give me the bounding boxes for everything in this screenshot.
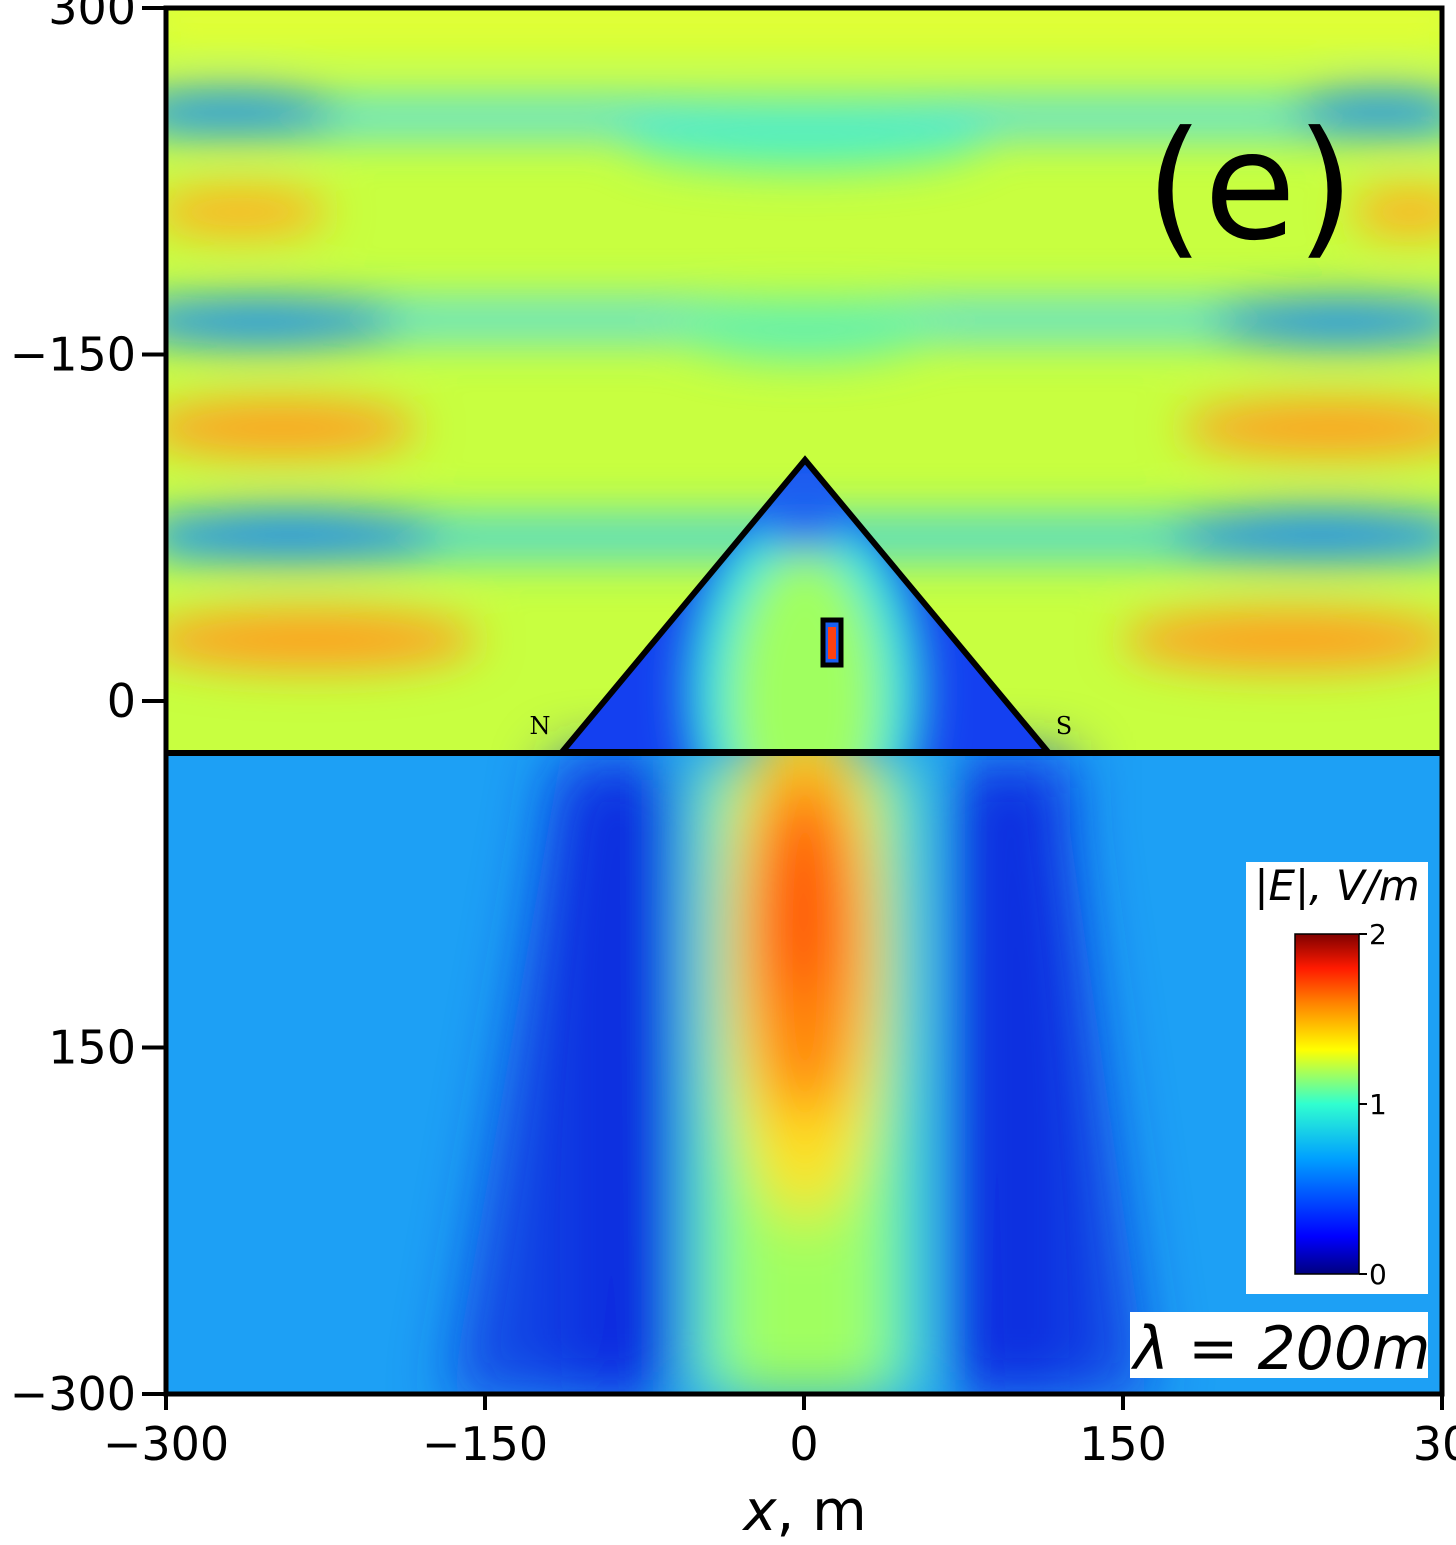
colorbar-tick-label: 2 xyxy=(1369,918,1387,951)
x-tick-label: 0 xyxy=(789,1417,818,1471)
pyramid-right-label: S xyxy=(1056,712,1072,740)
y-tick-label: 150 xyxy=(48,1021,136,1075)
right-orange-0 xyxy=(1350,188,1442,236)
pyramid-left-label: N xyxy=(530,712,551,740)
colorbar-tick-label: 1 xyxy=(1369,1088,1387,1121)
left-blue-1 xyxy=(166,298,400,346)
plot-overlay: N S (e) xyxy=(166,100,1442,756)
left-orange-1 xyxy=(166,400,420,456)
center-cyan-1 xyxy=(675,300,935,360)
x-tick-label: 150 xyxy=(1079,1417,1167,1471)
lambda-annotation: λ = 200m xyxy=(1130,1312,1430,1384)
y-tick-label: 0 xyxy=(107,674,136,728)
y-tick-label: −150 xyxy=(10,328,136,382)
left-orange-0 xyxy=(166,188,330,236)
left-orange-2 xyxy=(166,610,480,670)
right-blue-0 xyxy=(1290,90,1442,134)
x-axis-var: x xyxy=(741,1479,777,1544)
right-dark-lobe-fan xyxy=(950,760,1150,1394)
colorbar-tick-label: 0 xyxy=(1369,1258,1387,1291)
panel-label: (e) xyxy=(1145,100,1354,274)
heatmap-area xyxy=(166,8,1442,1394)
left-blue-2 xyxy=(166,509,440,561)
chamber-fill xyxy=(828,627,836,659)
colorbar: |E|, V/m 2 1 0 xyxy=(1246,861,1428,1294)
center-hot-spot-peak xyxy=(765,800,835,1000)
right-blue-2 xyxy=(1170,509,1442,561)
lambda-label: λ = 200m xyxy=(1131,1314,1431,1384)
lambda-box xyxy=(1130,1312,1428,1378)
y-tick-label: 300 xyxy=(48,0,136,35)
left-dark-lobe-fan xyxy=(451,760,680,1394)
x-tick-label: −300 xyxy=(103,1417,229,1471)
right-blue-1 xyxy=(1210,298,1442,346)
x-tick-label: 30 xyxy=(1413,1417,1456,1471)
top-yellow-band xyxy=(166,8,1442,40)
x-axis-title: x, m xyxy=(741,1479,866,1544)
right-orange-2 xyxy=(1120,610,1442,670)
colorbar-title: |E|, V/m xyxy=(1254,861,1419,910)
lower-field xyxy=(451,700,1150,1394)
x-axis-unit: , m xyxy=(776,1479,866,1544)
x-tick-label: −150 xyxy=(422,1417,548,1471)
x-axis: −300 −150 0 150 30 xyxy=(103,1394,1456,1471)
colorbar-ticks: 2 1 0 xyxy=(1359,918,1387,1291)
colorbar-gradient xyxy=(1294,933,1360,1275)
center-cyan-0 xyxy=(625,112,985,168)
left-blue-0 xyxy=(166,90,340,134)
right-orange-1 xyxy=(1180,400,1442,456)
y-tick-label: −300 xyxy=(10,1367,136,1421)
y-axis: 300 −150 0 150 −300 xyxy=(10,0,166,1421)
